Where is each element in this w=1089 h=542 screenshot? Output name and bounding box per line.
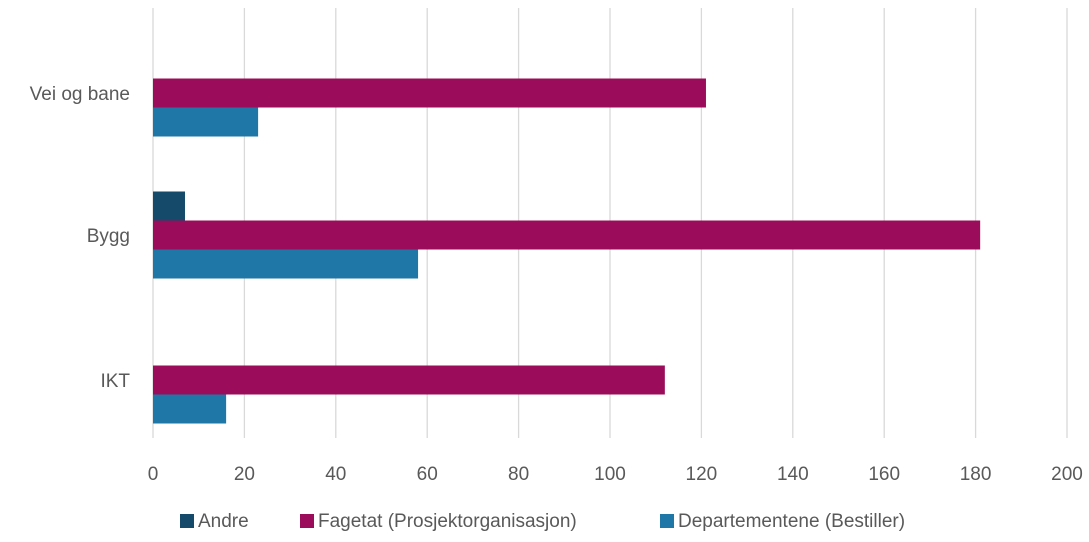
bar	[153, 220, 981, 250]
x-tick-labels: 0 20 40 60 80 100 120 140 160 180 200	[148, 464, 1083, 485]
legend-item: Departementene (Bestiller)	[660, 511, 905, 532]
bar	[153, 78, 706, 108]
x-tick-label: 120	[686, 464, 718, 485]
x-tick-label: 0	[148, 464, 159, 485]
x-tick-label: 80	[508, 464, 529, 485]
category-labels: Vei og bane Bygg IKT	[30, 84, 131, 392]
legend-swatch	[180, 514, 194, 528]
bar	[153, 249, 419, 279]
legend-label: Andre	[198, 511, 249, 532]
bar	[153, 191, 185, 221]
bar	[153, 107, 259, 137]
x-tick-label: 180	[960, 464, 992, 485]
legend-item: Fagetat (Prosjektorganisasjon)	[300, 511, 577, 532]
category-label: Vei og bane	[30, 84, 130, 105]
legend-swatch	[300, 514, 314, 528]
legend: Andre Fagetat (Prosjektorganisasjon) Depar…	[180, 511, 905, 532]
x-tick-label: 20	[234, 464, 255, 485]
category-label: IKT	[100, 371, 130, 392]
bar	[153, 394, 227, 424]
legend-item: Andre	[180, 511, 249, 532]
x-tick-label: 100	[594, 464, 626, 485]
bar	[153, 365, 665, 395]
x-tick-label: 40	[325, 464, 346, 485]
x-tick-label: 160	[868, 464, 900, 485]
legend-label: Fagetat (Prosjektorganisasjon)	[318, 511, 577, 532]
legend-label: Departementene (Bestiller)	[678, 511, 905, 532]
x-tick-label: 200	[1051, 464, 1083, 485]
x-tick-label: 60	[417, 464, 438, 485]
bars	[153, 78, 981, 424]
x-tick-label: 140	[777, 464, 809, 485]
legend-swatch	[660, 514, 674, 528]
category-label: Bygg	[87, 226, 130, 247]
